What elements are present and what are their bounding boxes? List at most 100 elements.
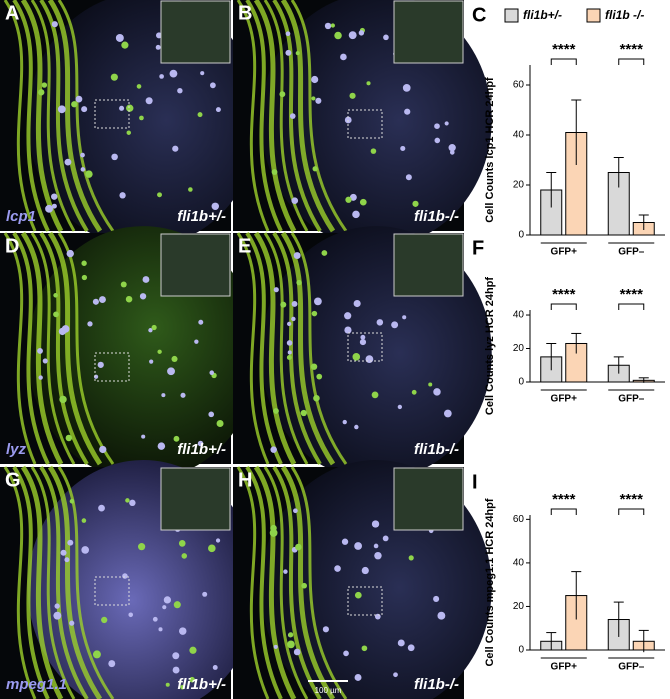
vessel [272,0,322,233]
cell [163,596,172,604]
cell [210,82,216,89]
cell [215,107,221,113]
y-tick-label: 20 [513,343,525,354]
cell [142,276,150,283]
roi [347,332,383,362]
cell [194,339,199,344]
vessel [245,465,283,699]
significance: **** [552,286,576,303]
cell [344,326,352,334]
cell [397,404,403,410]
cell [312,166,318,172]
cell [145,97,153,105]
cell [75,95,83,103]
cell [360,334,366,340]
cell [353,299,361,308]
cell [374,551,382,560]
cell [321,250,328,256]
cell [316,373,323,380]
panel-letter: G [5,469,21,491]
significance-bracket [550,508,577,515]
cell [288,632,294,638]
cell [80,152,85,158]
vessel [12,0,50,232]
cell [412,200,419,207]
x-tick-label: GFP+ [551,662,578,673]
gene-label: lyz [6,441,27,458]
cell [215,538,221,543]
cell [295,51,300,56]
cell [53,293,58,298]
roi [347,109,383,139]
cell [81,518,87,523]
x-tick-label: GFP+ [551,394,578,405]
genotype-label: fli1b-/- [414,676,459,693]
cell [97,361,104,368]
vessel [47,231,103,466]
cell [172,652,180,660]
cell [92,650,101,659]
legend-swatch [586,8,601,23]
cell [101,616,108,624]
cell [161,393,166,398]
cell [437,611,446,620]
cell [173,601,181,609]
cell [81,274,88,281]
cell [121,41,129,49]
cell [405,174,412,181]
cell [125,498,130,503]
cell [428,382,433,387]
cell [313,394,320,402]
cell [352,210,360,219]
panel-letter: I [472,471,478,493]
cell [315,97,322,104]
cell [371,520,380,528]
cell [169,69,178,78]
cell [449,150,455,155]
panel-letter: D [5,235,19,257]
panel-letter: H [238,469,252,491]
genotype-label: fli1b-/- [414,208,459,225]
cell [322,626,329,633]
cell [64,557,70,563]
cell [287,321,292,327]
cell [295,543,302,551]
roi [347,586,383,616]
cell [65,434,73,442]
cell [151,324,157,331]
cell [273,644,278,649]
cell [434,137,441,144]
y-tick-label: 20 [513,180,525,191]
cell [216,420,224,428]
cell [341,538,349,545]
cell [407,644,415,652]
cell [71,101,78,108]
panel-letter: E [238,235,251,257]
cell [60,549,67,556]
cell [287,350,292,355]
cell [397,639,405,647]
legend-swatch [504,8,519,23]
cell [188,187,193,192]
significance-bracket [550,303,577,310]
significance-bracket [618,303,645,310]
cell [202,591,208,597]
vessel [30,466,76,699]
cell [340,53,347,61]
genotype-label: fli1b+/- [177,441,226,458]
vessel [280,0,336,233]
cell [197,440,204,447]
scale-bar-label: 100 µm [315,686,342,695]
vessel [236,232,270,465]
cell [159,74,164,79]
cell [138,543,146,551]
cell [269,529,278,537]
genotype-label: fli1b+/- [177,208,226,225]
cell [37,348,43,354]
cell [85,170,93,178]
cell [162,605,167,610]
cell [108,660,116,668]
cell [209,370,215,376]
cell [180,392,186,398]
cell [345,196,352,203]
